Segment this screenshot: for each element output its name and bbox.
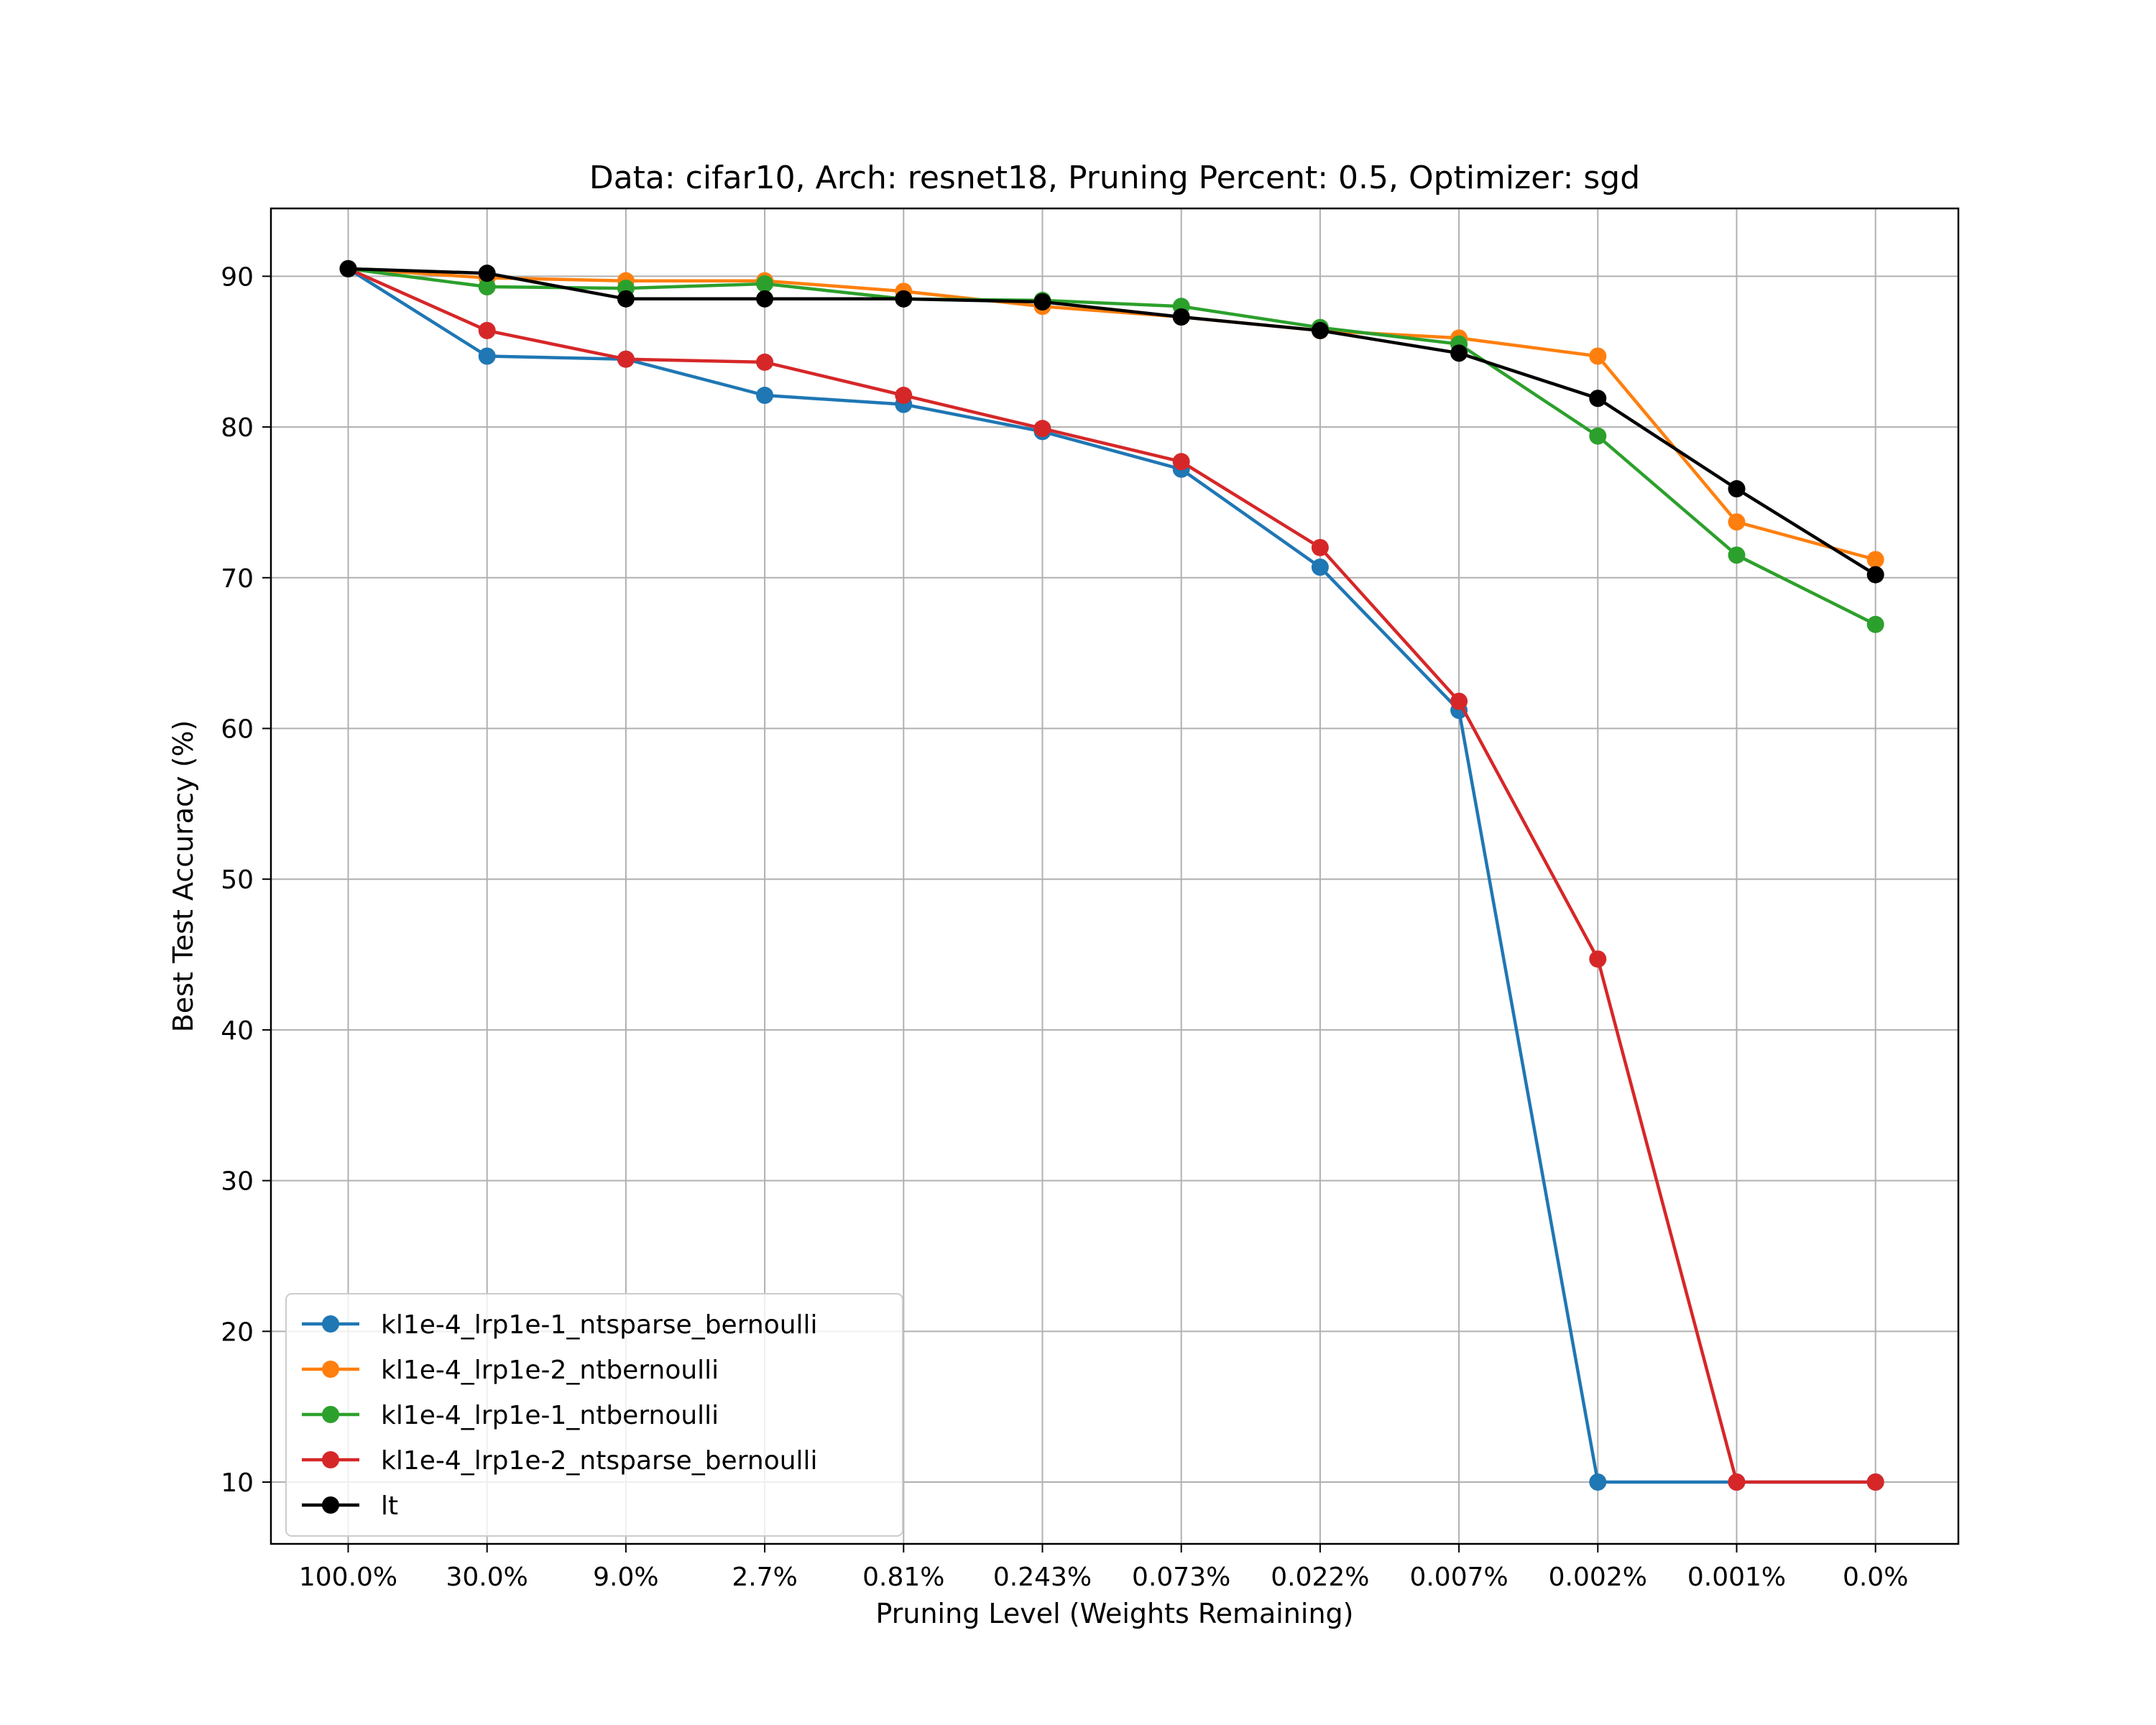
series-line (348, 267, 1876, 626)
data-point (339, 259, 357, 277)
legend-label: kl1e-4_lrp1e-2_ntbernoulli (381, 1356, 719, 1385)
series-line (347, 267, 1876, 1484)
legend-item: lt (302, 1491, 398, 1521)
data-point (1866, 1473, 1884, 1491)
y-axis-label: Best Test Accuracy (%) (167, 720, 199, 1032)
data-point (1866, 615, 1884, 633)
grid (271, 208, 1958, 1544)
x-axis-label: Pruning Level (Weights Remaining) (876, 1598, 1354, 1629)
data-point (1311, 321, 1329, 339)
y-tick-label: 30 (221, 1167, 254, 1197)
x-tick-label: 100.0% (299, 1563, 397, 1592)
series-group (339, 259, 1884, 1491)
x-tick-label: 0.243% (993, 1563, 1092, 1592)
data-point (1589, 1473, 1607, 1491)
y-tick-label: 90 (221, 262, 254, 292)
legend-label: lt (381, 1491, 398, 1521)
x-tick-label: 30.0% (446, 1563, 528, 1592)
plot-frame (270, 207, 1960, 1545)
legend-item: kl1e-4_lrp1e-1_ntbernoulli (302, 1401, 719, 1430)
axis-ticks: 100.0% 30.0% 9.0% 2.7% 0.81% 0.243% 0.073% 0.02… (221, 262, 1908, 1592)
chart-title: Data: cifar10, Arch: resnet18, Pruning P… (589, 160, 1640, 196)
x-tick-label: 0.002% (1549, 1563, 1647, 1592)
data-point (1589, 950, 1607, 968)
x-tick-label: 0.001% (1687, 1563, 1786, 1592)
data-point (1589, 427, 1607, 445)
x-tick-label: 0.022% (1271, 1563, 1369, 1592)
series-4 (339, 259, 1884, 1491)
y-tick-label: 20 (221, 1317, 254, 1347)
legend-item: kl1e-4_lrp1e-1_ntsparse_bernoulli (302, 1310, 818, 1340)
y-tick-label: 40 (221, 1016, 254, 1046)
x-tick-label: 0.073% (1132, 1563, 1230, 1592)
y-tick-label: 10 (221, 1468, 254, 1498)
data-point (895, 387, 913, 405)
data-point (1589, 347, 1607, 365)
data-point (1728, 480, 1746, 498)
data-point (1311, 538, 1329, 556)
data-point (1866, 566, 1884, 584)
data-point (1450, 344, 1468, 362)
x-tick-label: 0.81% (862, 1563, 944, 1592)
x-tick-label: 0.007% (1409, 1563, 1508, 1592)
data-point (1172, 453, 1190, 471)
legend-label: kl1e-4_lrp1e-1_ntsparse_bernoulli (381, 1310, 818, 1340)
series-line (347, 267, 1876, 1484)
data-point (1728, 513, 1746, 531)
legend-item: kl1e-4_lrp1e-2_ntsparse_bernoulli (302, 1446, 818, 1476)
x-tick-label: 9.0% (593, 1563, 658, 1592)
legend-marker (322, 1451, 339, 1468)
series-line (348, 267, 1876, 561)
data-point (617, 350, 635, 368)
data-point (478, 278, 496, 296)
legend-label: kl1e-4_lrp1e-2_ntsparse_bernoulli (381, 1446, 818, 1476)
legend-label: kl1e-4_lrp1e-1_ntbernoulli (381, 1401, 719, 1430)
data-point (1033, 420, 1051, 438)
data-point (1172, 308, 1190, 326)
y-tick-label: 60 (221, 714, 254, 744)
data-point (478, 264, 496, 282)
data-point (1311, 558, 1329, 576)
legend-item: kl1e-4_lrp1e-2_ntbernoulli (302, 1356, 719, 1385)
data-point (617, 290, 635, 308)
data-point (1866, 551, 1884, 569)
legend-marker (322, 1315, 339, 1333)
data-point (895, 290, 913, 308)
x-tick-label: 0.0% (1843, 1563, 1908, 1592)
legend: kl1e-4_lrp1e-1_ntsparse_bernoulli kl1e-4_… (285, 1293, 903, 1537)
data-point (1033, 293, 1051, 311)
data-point (478, 347, 496, 365)
data-point (478, 321, 496, 339)
data-point (756, 353, 774, 371)
data-point (1728, 1473, 1746, 1491)
data-point (756, 275, 774, 293)
legend-marker (322, 1496, 339, 1514)
y-tick-label: 80 (221, 413, 254, 443)
x-tick-label: 2.7% (732, 1563, 797, 1592)
y-tick-label: 50 (221, 865, 254, 895)
series-5 (339, 259, 1884, 584)
legend-marker (322, 1361, 339, 1378)
data-point (1589, 390, 1607, 408)
data-point (1728, 546, 1746, 564)
legend-marker (322, 1406, 339, 1423)
legend-box (285, 1293, 903, 1537)
data-point (756, 387, 774, 405)
y-tick-label: 70 (221, 564, 254, 594)
series-line (348, 267, 1876, 576)
data-point (756, 290, 774, 308)
data-point (1450, 692, 1468, 710)
